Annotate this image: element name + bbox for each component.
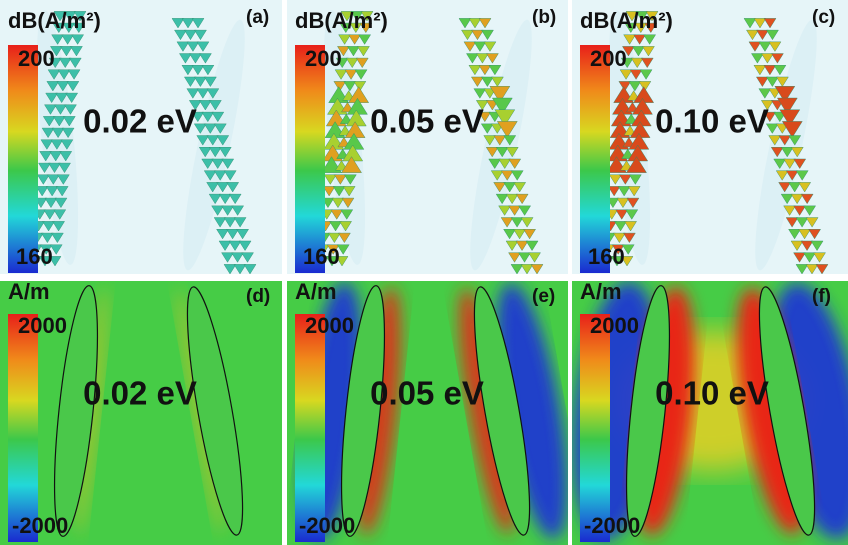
annotation: 0.05 eV bbox=[370, 103, 484, 140]
colorbar bbox=[8, 45, 38, 273]
colorbar-min: 160 bbox=[588, 244, 625, 269]
panel: dB(A/m²) (b) 200 160 0.05 eV bbox=[287, 0, 568, 274]
unit-label: A/m bbox=[580, 279, 622, 304]
colorbar-max: 2000 bbox=[590, 313, 639, 338]
unit-label: A/m bbox=[8, 279, 50, 304]
panel: A/m (f) 2000 -2000 0.10 eV bbox=[562, 276, 848, 545]
unit-label: dB(A/m²) bbox=[580, 8, 673, 33]
colorbar bbox=[580, 45, 610, 273]
annotation: 0.02 eV bbox=[83, 375, 197, 412]
annotation: 0.10 eV bbox=[655, 375, 769, 412]
panel: dB(A/m²) (a) 200 160 0.02 eV bbox=[0, 0, 282, 274]
colorbar-min: -2000 bbox=[12, 513, 68, 538]
colorbar-min: 160 bbox=[303, 244, 340, 269]
panel-label: (b) bbox=[532, 7, 556, 28]
colorbar-max: 2000 bbox=[18, 313, 67, 338]
unit-label: dB(A/m²) bbox=[8, 8, 101, 33]
colorbar bbox=[580, 314, 610, 542]
colorbar-max: 2000 bbox=[305, 313, 354, 338]
colorbar bbox=[8, 314, 38, 542]
figure: dB(A/m²) (a) 200 160 0.02 eV dB(A/m²) (b) 200 16… bbox=[0, 0, 848, 545]
colorbar-max: 200 bbox=[305, 46, 342, 71]
annotation: 0.10 eV bbox=[655, 103, 769, 140]
panel-label: (a) bbox=[246, 7, 269, 28]
panel-label: (f) bbox=[812, 286, 831, 307]
panel: A/m (d) 2000 -2000 0.02 eV bbox=[0, 279, 282, 545]
panel: A/m (e) 2000 -2000 0.05 eV bbox=[287, 278, 582, 545]
panel-label: (d) bbox=[246, 286, 270, 307]
colorbar-min: -2000 bbox=[584, 513, 640, 538]
annotation: 0.02 eV bbox=[83, 103, 197, 140]
unit-label: dB(A/m²) bbox=[295, 8, 388, 33]
annotation: 0.05 eV bbox=[370, 375, 484, 412]
panel-label: (c) bbox=[812, 7, 835, 28]
colorbar bbox=[295, 45, 325, 273]
unit-label: A/m bbox=[295, 279, 337, 304]
panel-label: (e) bbox=[532, 286, 555, 307]
colorbar-max: 200 bbox=[590, 46, 627, 71]
colorbar bbox=[295, 314, 325, 542]
colorbar-min: -2000 bbox=[299, 513, 355, 538]
panel: dB(A/m²) (c) 200 160 0.10 eV bbox=[572, 0, 848, 274]
colorbar-min: 160 bbox=[16, 244, 53, 269]
colorbar-max: 200 bbox=[18, 46, 55, 71]
